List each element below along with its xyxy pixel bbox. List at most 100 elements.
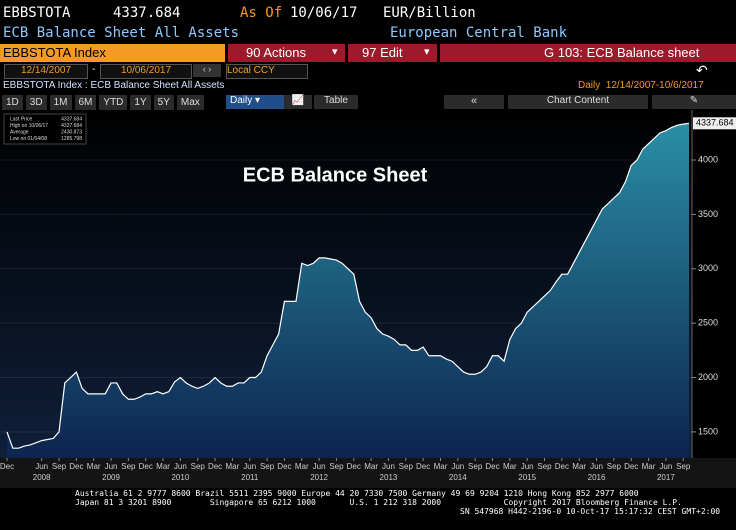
year-label: 2013 bbox=[380, 473, 398, 482]
range-info: Daily 12/14/2007-10/6/2017 bbox=[578, 80, 704, 91]
x-tick-label: Sep bbox=[191, 462, 206, 471]
security-name: ECB Balance Sheet All Assets bbox=[3, 25, 240, 41]
settings-button[interactable]: ✎ bbox=[652, 95, 736, 109]
actions-button[interactable]: 90 Actions ▾ bbox=[228, 44, 345, 62]
back-icon[interactable]: ↶ bbox=[696, 62, 708, 78]
chart-title: ECB Balance Sheet bbox=[243, 164, 428, 186]
frequency-button[interactable]: Daily ▾ bbox=[226, 95, 284, 109]
footer-line: Japan 81 3 3201 8900 Singapore 65 6212 1… bbox=[75, 498, 682, 507]
x-tick-label: Dec bbox=[347, 462, 361, 471]
period-button[interactable]: 5Y bbox=[153, 95, 174, 110]
chart-icon[interactable]: 📈 bbox=[284, 95, 312, 109]
year-label: 2008 bbox=[33, 473, 51, 482]
legend-value: 1285.798 bbox=[61, 136, 82, 142]
y-tick-label: 4000 bbox=[698, 154, 718, 164]
legend-label: Average bbox=[10, 129, 29, 135]
edit-button[interactable]: 97 Edit ▾ bbox=[348, 44, 437, 62]
x-tick-label: Dec bbox=[416, 462, 430, 471]
year-label: 2015 bbox=[518, 473, 536, 482]
period-button[interactable]: 1D bbox=[2, 95, 23, 110]
x-tick-label: Dec bbox=[555, 462, 569, 471]
year-label: 2010 bbox=[171, 473, 189, 482]
edit: 97 Edit bbox=[362, 45, 403, 60]
period-button[interactable]: 6M bbox=[74, 95, 97, 110]
as-of-label: As Of bbox=[240, 5, 283, 21]
x-tick-label: Jun bbox=[521, 462, 534, 471]
x-tick-label: Mar bbox=[434, 462, 448, 471]
x-tick-label: Jun bbox=[659, 462, 672, 471]
x-tick-label: Mar bbox=[226, 462, 240, 471]
dropdown-icon: ▾ bbox=[332, 46, 338, 58]
x-tick-label: Sep bbox=[52, 462, 67, 471]
actions: 90 Actions bbox=[246, 45, 306, 60]
x-tick-label: Mar bbox=[295, 462, 309, 471]
x-tick-label: Sep bbox=[329, 462, 344, 471]
legend-label: Low on 01/04/08 bbox=[10, 136, 47, 142]
x-tick-label: Dec bbox=[0, 462, 14, 471]
last-price-tag bbox=[693, 117, 736, 130]
period-button[interactable]: YTD bbox=[99, 95, 128, 110]
x-axis-band bbox=[0, 458, 736, 488]
end-date[interactable]: 10/06/2017 bbox=[100, 64, 192, 79]
legend-box bbox=[3, 113, 87, 145]
x-tick-label: Dec bbox=[277, 462, 291, 471]
x-tick-label: Mar bbox=[156, 462, 170, 471]
date-separator: - bbox=[92, 64, 96, 75]
period-button[interactable]: 1Y bbox=[130, 95, 151, 110]
dropdown-icon: ▾ bbox=[424, 46, 430, 58]
x-tick-label: Jun bbox=[35, 462, 48, 471]
line bbox=[6, 122, 690, 449]
period-button[interactable]: 1M bbox=[49, 95, 72, 110]
y-tick-label: 2500 bbox=[698, 318, 718, 328]
x-tick-label: Dec bbox=[208, 462, 222, 471]
y-tick-label: 1500 bbox=[698, 426, 718, 436]
period-buttons: 1D 3D 1M 6M YTD 1Y 5Y Max bbox=[2, 95, 207, 110]
last-price-label: 4337.684 bbox=[696, 118, 734, 128]
price: 4337.684 bbox=[113, 5, 181, 21]
year-label: 2017 bbox=[657, 473, 675, 482]
period-button[interactable]: Max bbox=[176, 95, 204, 110]
frequency: Daily bbox=[230, 95, 253, 106]
x-tick-label: Sep bbox=[399, 462, 414, 471]
table-button[interactable]: Table bbox=[314, 95, 358, 109]
start-date[interactable]: 12/14/2007 bbox=[4, 64, 88, 79]
x-tick-label: Mar bbox=[364, 462, 378, 471]
security: EBBSTOTA Index bbox=[3, 45, 106, 60]
function: G 103: ECB Balance sheet bbox=[544, 45, 700, 60]
legend-value: 4337.684 bbox=[61, 116, 82, 122]
x-tick-label: Mar bbox=[87, 462, 101, 471]
chart-content-button[interactable]: Chart Content bbox=[508, 95, 648, 109]
ticker: EBBSTOTA bbox=[3, 5, 71, 21]
footer-line: SN 547968 H442-2196-0 10-Oct-17 15:17:32… bbox=[460, 507, 721, 516]
legend-value: 2430.873 bbox=[61, 129, 82, 135]
x-tick-label: Jun bbox=[313, 462, 326, 471]
footer-line: Australia 61 2 9777 8600 Brazil 5511 239… bbox=[75, 489, 639, 498]
x-tick-label: Sep bbox=[260, 462, 275, 471]
currency[interactable]: Local CCY bbox=[226, 64, 308, 79]
collapse-button[interactable]: « bbox=[444, 95, 504, 109]
x-tick-label: Jun bbox=[451, 462, 464, 471]
x-tick-label: Jun bbox=[243, 462, 256, 471]
x-tick-label: Jun bbox=[382, 462, 395, 471]
x-tick-label: Mar bbox=[503, 462, 517, 471]
year-label: 2011 bbox=[241, 473, 259, 482]
security-box[interactable]: EBBSTOTA Index bbox=[0, 44, 225, 62]
legend-label: Last Price bbox=[10, 116, 32, 122]
period-button[interactable]: 3D bbox=[25, 95, 47, 110]
year-label: 2009 bbox=[102, 473, 120, 482]
y-tick-label: 3500 bbox=[698, 209, 718, 219]
x-tick-label: Jun bbox=[105, 462, 118, 471]
chart-caption: EBBSTOTA Index : ECB Balance Sheet All A… bbox=[3, 80, 225, 91]
legend-value: 4337.684 bbox=[61, 123, 82, 129]
x-tick-label: Dec bbox=[139, 462, 153, 471]
as-of-date: 10/06/17 bbox=[290, 5, 358, 21]
function-bar: G 103: ECB Balance sheet bbox=[440, 44, 736, 62]
year-label: 2014 bbox=[449, 473, 467, 482]
y-tick-label: 3000 bbox=[698, 263, 718, 273]
x-tick-label: Jun bbox=[590, 462, 603, 471]
nav-arrows[interactable]: ‹ › bbox=[193, 64, 221, 77]
year-label: 2012 bbox=[310, 473, 328, 482]
units: EUR/Billion bbox=[383, 5, 476, 21]
chart: ECB Balance Sheet 1500 2000 2500 3000 3500 40… bbox=[0, 110, 736, 488]
